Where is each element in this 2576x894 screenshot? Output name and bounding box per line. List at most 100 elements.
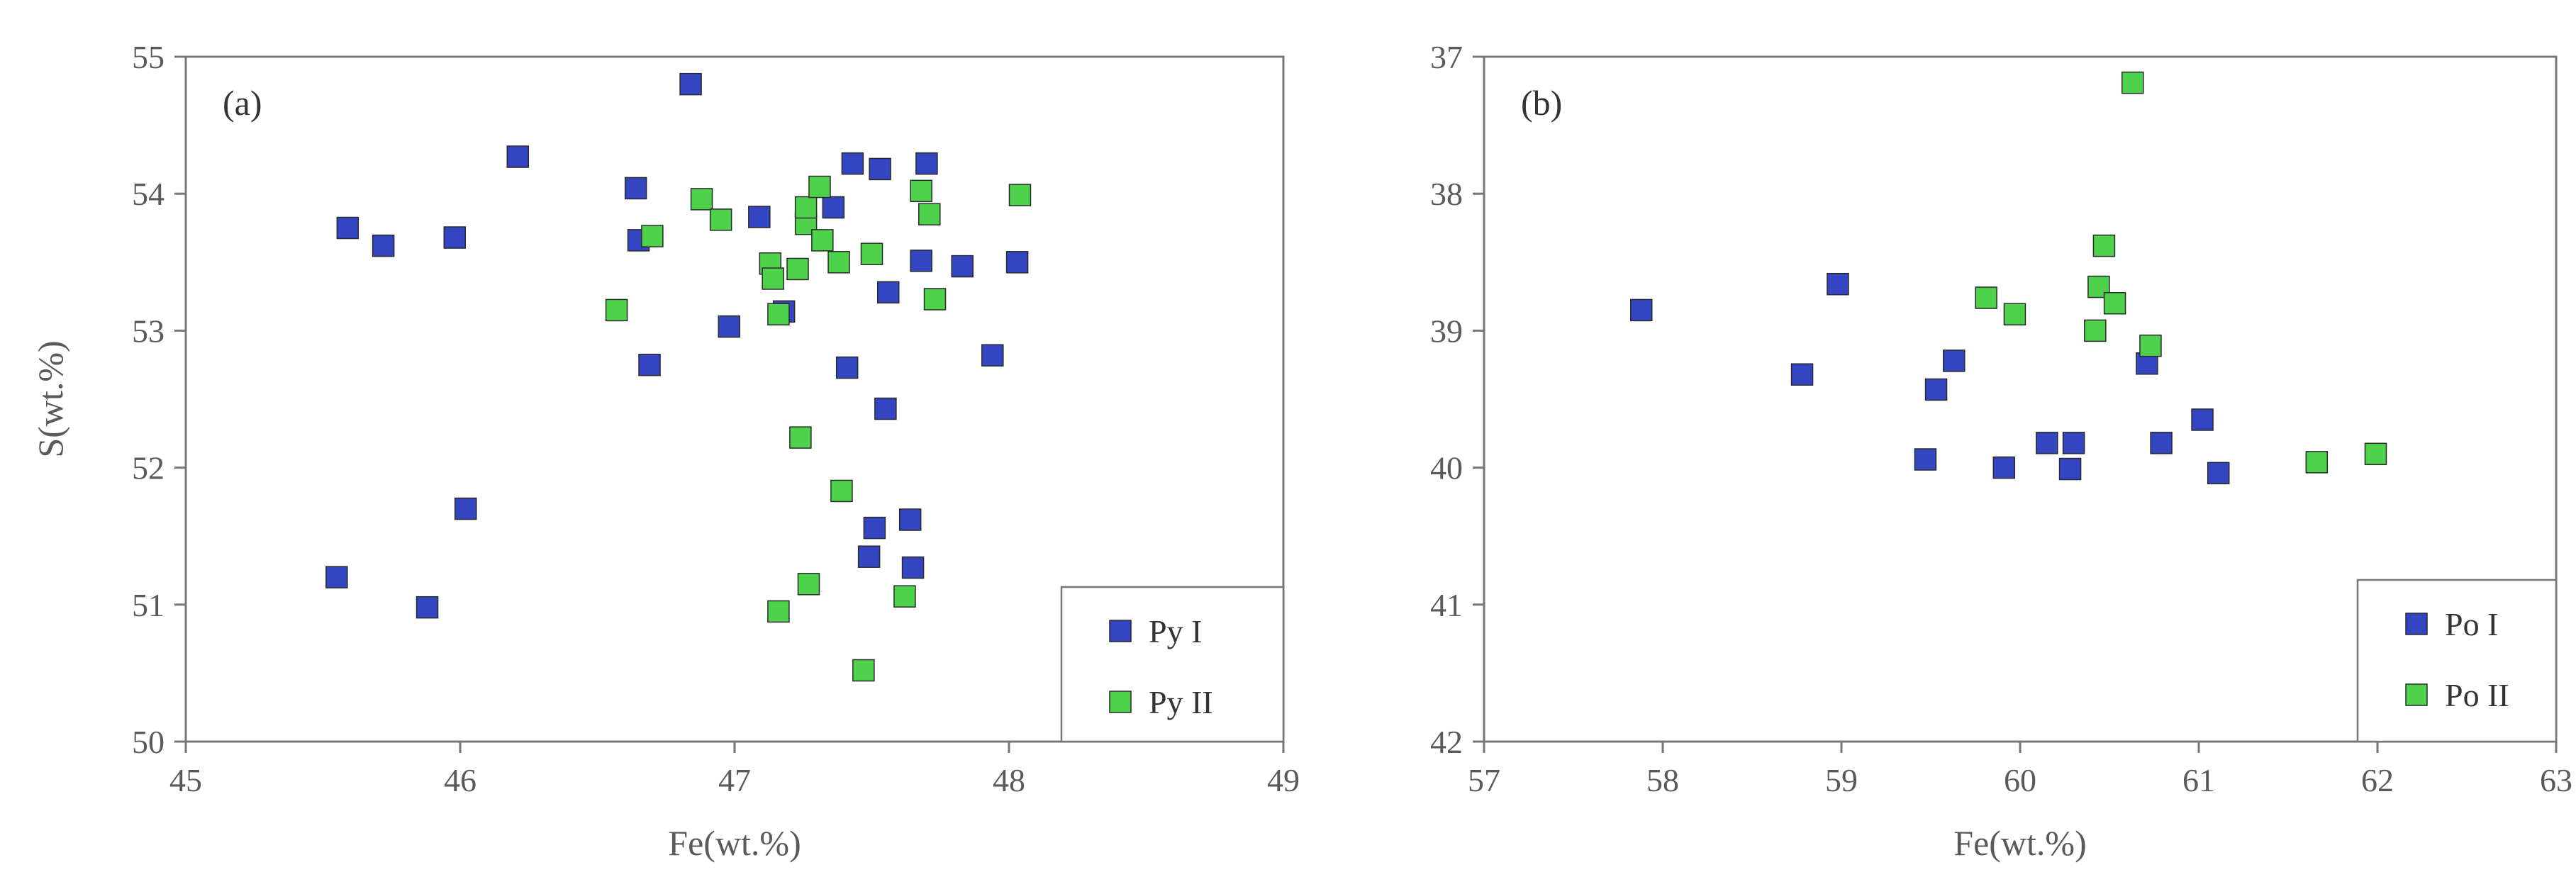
legend-swatch: [2405, 613, 2428, 635]
data-point-py-i: [325, 566, 348, 588]
panel-label: (a): [223, 83, 262, 123]
data-point-py-i: [857, 545, 881, 568]
legend-swatch: [1109, 620, 1132, 642]
data-point-po-i: [2036, 432, 2058, 454]
data-point-py-ii: [860, 242, 883, 265]
data-point-py-i: [443, 226, 467, 249]
y-tick-label: 38: [1430, 176, 1463, 212]
data-point-py-i: [910, 250, 932, 272]
data-point-po-i: [2191, 408, 2214, 431]
data-point-py-ii: [808, 175, 831, 199]
data-point-py-i: [1005, 251, 1029, 274]
data-point-py-i: [822, 196, 845, 219]
x-tick-label: 61: [2182, 762, 2215, 798]
data-point-py-ii: [1008, 184, 1032, 206]
data-point-py-ii: [605, 298, 628, 322]
data-point-py-i: [835, 356, 859, 379]
x-tick-label: 62: [2361, 762, 2394, 798]
legend-box: [1060, 586, 1285, 743]
data-point-py-i: [336, 216, 359, 240]
data-point-py-i: [372, 234, 395, 257]
data-point-po-i: [1827, 272, 1849, 296]
x-tick-label: 58: [1646, 762, 1679, 798]
y-tick-label: 53: [132, 313, 165, 349]
data-point-py-ii: [910, 179, 932, 203]
data-point-py-ii: [709, 208, 732, 231]
data-point-po-i: [1924, 378, 1948, 401]
x-tick-label: 47: [718, 762, 751, 798]
data-point-py-ii: [767, 600, 790, 623]
x-axis-label: Fe(wt.%): [1953, 823, 2086, 863]
data-point-py-ii: [827, 251, 850, 274]
legend-swatch: [2405, 683, 2428, 706]
data-point-py-ii: [797, 573, 820, 596]
data-point-py-i: [718, 315, 741, 338]
data-point-py-ii: [767, 303, 790, 325]
y-tick-label: 40: [1430, 450, 1463, 486]
data-point-py-i: [951, 255, 974, 278]
legend-label: Po I: [2445, 606, 2498, 642]
y-tick-label: 51: [132, 587, 165, 623]
data-point-py-ii: [794, 196, 818, 219]
y-tick-label: 54: [132, 176, 165, 212]
y-tick-label: 39: [1430, 313, 1463, 349]
data-point-py-i: [748, 206, 771, 228]
x-tick-label: 48: [993, 762, 1025, 798]
data-point-po-ii: [2003, 303, 2026, 325]
data-point-py-i: [876, 281, 900, 304]
data-point-py-i: [901, 556, 925, 579]
data-point-py-ii: [789, 426, 812, 449]
x-tick-label: 45: [169, 762, 202, 798]
data-point-py-ii: [811, 229, 834, 252]
data-point-py-i: [624, 177, 647, 200]
legend-label: Po II: [2445, 677, 2509, 713]
x-axis-label: Fe(wt.%): [668, 823, 801, 863]
data-point-po-i: [2062, 432, 2085, 454]
data-point-py-ii: [830, 479, 853, 503]
data-point-py-ii: [923, 288, 947, 311]
x-tick-label: 59: [1825, 762, 1858, 798]
data-point-py-i: [841, 152, 864, 175]
y-axis-label: S(wt.%): [30, 340, 70, 457]
data-point-po-i: [1943, 350, 1966, 372]
data-point-po-i: [2207, 462, 2230, 485]
data-point-py-ii: [918, 203, 941, 225]
data-point-po-i: [1914, 448, 1937, 471]
data-point-py-i: [874, 397, 897, 420]
legend-box: [2356, 579, 2558, 743]
data-point-py-i: [638, 353, 661, 376]
data-point-po-ii: [2103, 292, 2126, 315]
data-point-po-ii: [2084, 319, 2107, 342]
data-point-py-i: [454, 497, 477, 520]
data-point-po-i: [1630, 298, 1653, 322]
y-tick-label: 41: [1430, 587, 1463, 623]
x-tick-label: 60: [2004, 762, 2036, 798]
data-point-py-ii: [690, 188, 713, 211]
data-point-po-i: [2058, 457, 2082, 481]
panel-b: 57 58 59 60 61 62 63 37 38 39 40 41 42 Fe(wt.%) (b) Po …: [1430, 39, 2572, 863]
y-tick-label: 52: [132, 450, 165, 486]
data-point-py-i: [898, 508, 922, 531]
legend-label: Py II: [1149, 684, 1213, 720]
data-point-py-ii: [852, 659, 875, 682]
data-point-py-ii: [893, 585, 916, 608]
data-point-po-i: [1992, 456, 2016, 479]
data-point-py-i: [981, 344, 1004, 367]
data-point-po-ii: [2139, 334, 2162, 357]
data-point-po-i: [2150, 432, 2173, 454]
data-point-py-ii: [786, 257, 809, 281]
data-point-py-i: [506, 145, 530, 168]
legend-swatch: [1109, 691, 1132, 713]
x-tick-label: 49: [1267, 762, 1300, 798]
data-point-py-ii: [762, 267, 784, 290]
data-point-py-i: [863, 516, 886, 540]
data-point-py-i: [915, 152, 938, 175]
data-point-py-ii: [641, 225, 664, 247]
legend-label: Py I: [1149, 613, 1202, 649]
x-tick-label: 63: [2540, 762, 2572, 798]
data-point-po-i: [1790, 363, 1814, 386]
y-tick-label: 42: [1430, 724, 1463, 760]
data-point-po-ii: [2305, 451, 2329, 474]
data-point-py-i: [416, 596, 439, 619]
